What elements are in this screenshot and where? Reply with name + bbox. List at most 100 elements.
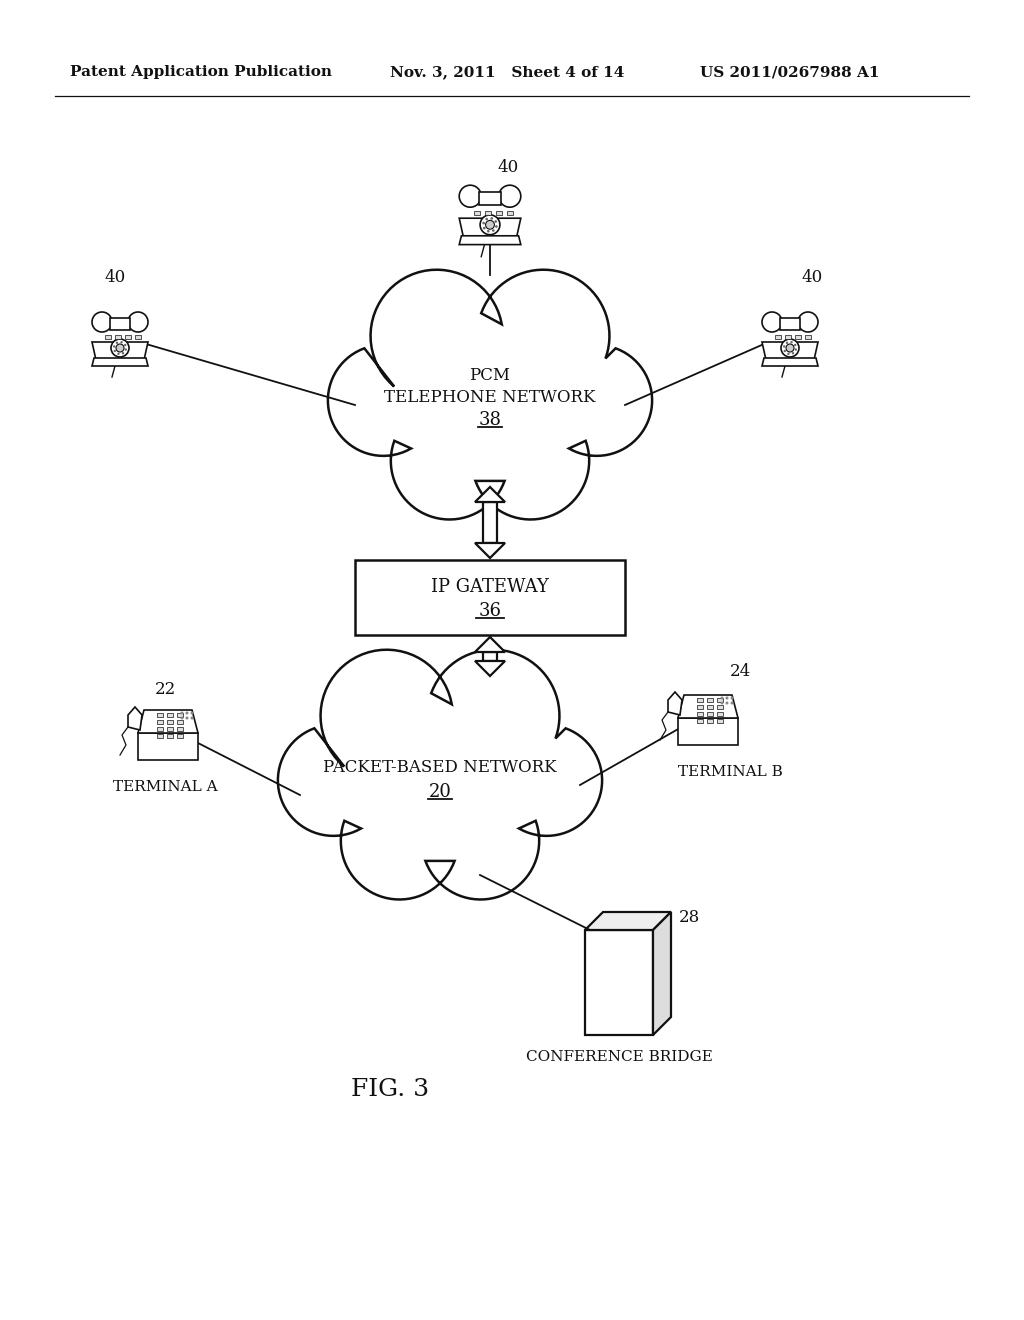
Bar [805, 335, 811, 339]
Circle shape [794, 343, 797, 346]
Bar [167, 719, 173, 723]
Polygon shape [762, 342, 818, 360]
Bar [785, 335, 791, 339]
Circle shape [795, 348, 797, 351]
Polygon shape [92, 342, 148, 360]
Circle shape [485, 218, 488, 220]
Circle shape [128, 312, 148, 333]
Circle shape [125, 348, 127, 351]
Polygon shape [483, 502, 497, 543]
Text: TERMINAL A: TERMINAL A [113, 780, 217, 795]
Bar [484, 210, 492, 215]
Text: TELEPHONE NETWORK: TELEPHONE NETWORK [384, 389, 596, 407]
Bar [167, 713, 173, 717]
Text: TERMINAL B: TERMINAL B [678, 766, 782, 779]
Circle shape [180, 711, 183, 714]
Bar [177, 713, 183, 717]
Text: Nov. 3, 2011   Sheet 4 of 14: Nov. 3, 2011 Sheet 4 of 14 [390, 65, 625, 79]
Polygon shape [475, 638, 505, 652]
Circle shape [798, 312, 818, 333]
Text: FIG. 3: FIG. 3 [351, 1078, 429, 1101]
Bar [795, 335, 801, 339]
Polygon shape [585, 912, 671, 931]
Circle shape [787, 352, 790, 355]
Polygon shape [475, 661, 505, 676]
Polygon shape [475, 487, 505, 502]
Circle shape [121, 341, 123, 343]
Bar [717, 718, 723, 722]
Bar [707, 718, 713, 722]
Circle shape [783, 350, 786, 352]
Text: 40: 40 [802, 269, 822, 286]
Bar [707, 711, 713, 715]
Bar [157, 734, 163, 738]
Text: 40: 40 [104, 269, 126, 286]
Polygon shape [355, 560, 625, 635]
Bar [717, 711, 723, 715]
Bar [707, 705, 713, 709]
Circle shape [483, 227, 485, 230]
Bar [125, 335, 131, 339]
Polygon shape [278, 649, 602, 899]
Text: 36: 36 [478, 602, 502, 620]
Bar [157, 713, 163, 717]
Bar [717, 705, 723, 709]
Circle shape [92, 312, 112, 333]
Bar [775, 335, 781, 339]
Circle shape [783, 346, 785, 347]
Circle shape [791, 341, 793, 343]
Circle shape [122, 352, 124, 354]
Polygon shape [678, 696, 738, 718]
Circle shape [786, 345, 794, 352]
Circle shape [721, 701, 724, 705]
Circle shape [725, 701, 728, 705]
Circle shape [487, 230, 489, 232]
Circle shape [490, 216, 493, 219]
Circle shape [459, 185, 481, 207]
Circle shape [190, 717, 194, 719]
Circle shape [499, 185, 521, 207]
Circle shape [495, 220, 497, 223]
Circle shape [492, 230, 495, 232]
Polygon shape [92, 358, 148, 366]
Circle shape [730, 697, 733, 700]
Polygon shape [459, 236, 521, 244]
Circle shape [721, 697, 724, 700]
Circle shape [762, 312, 782, 333]
Polygon shape [762, 358, 818, 366]
Circle shape [124, 343, 126, 346]
Bar [167, 734, 173, 738]
Text: PCM: PCM [469, 367, 511, 384]
Text: 22: 22 [155, 681, 176, 697]
Polygon shape [585, 931, 653, 1035]
Circle shape [730, 701, 733, 705]
Text: 28: 28 [679, 908, 700, 925]
Circle shape [113, 346, 116, 347]
Circle shape [117, 352, 120, 355]
Text: Patent Application Publication: Patent Application Publication [70, 65, 332, 79]
Polygon shape [668, 692, 682, 715]
Circle shape [495, 226, 498, 228]
Polygon shape [653, 912, 671, 1035]
Bar [177, 719, 183, 723]
Circle shape [180, 717, 183, 719]
Bar [697, 711, 703, 715]
Polygon shape [475, 543, 505, 558]
Circle shape [185, 717, 188, 719]
Text: 20: 20 [429, 783, 452, 801]
Bar [177, 726, 183, 730]
Polygon shape [780, 318, 800, 330]
Text: PACKET-BASED NETWORK: PACKET-BASED NETWORK [324, 759, 557, 776]
Polygon shape [110, 318, 130, 330]
Bar [105, 335, 111, 339]
Polygon shape [138, 733, 198, 760]
Bar [697, 697, 703, 701]
Bar [115, 335, 121, 339]
Circle shape [482, 222, 485, 224]
Bar [177, 734, 183, 738]
Circle shape [116, 342, 118, 345]
Bar [496, 210, 502, 215]
Circle shape [725, 697, 728, 700]
Bar [135, 335, 141, 339]
Bar [167, 726, 173, 730]
